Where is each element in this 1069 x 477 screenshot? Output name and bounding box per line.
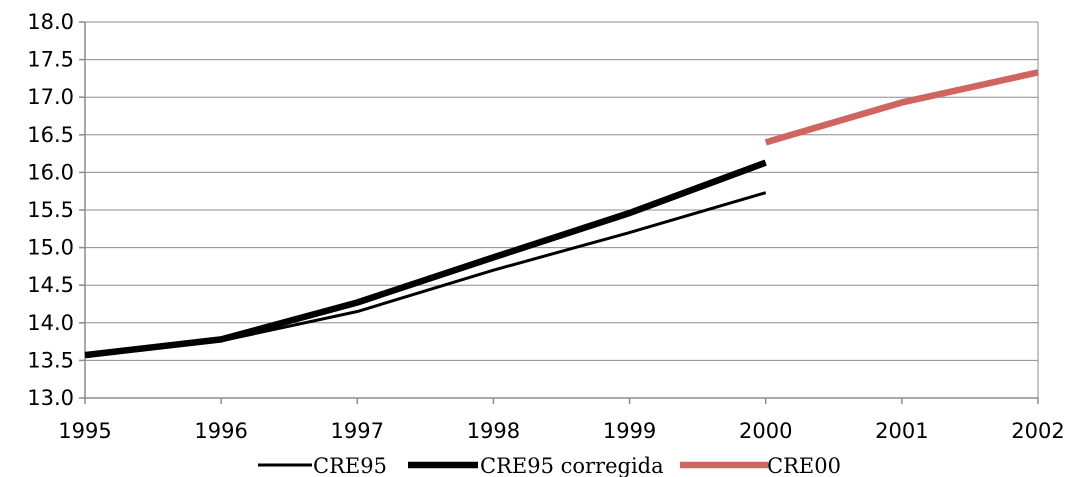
- y-tick-label: 13.5: [27, 348, 74, 372]
- x-tick-label: 1999: [603, 419, 656, 443]
- x-tick-label: 2001: [875, 419, 928, 443]
- series-line-1: [84, 191, 767, 357]
- y-tick-label: 14.5: [27, 273, 74, 297]
- series-line-2: [84, 159, 767, 359]
- y-tick-label: 14.0: [27, 311, 74, 335]
- gridlines: [85, 21, 1039, 398]
- y-tick-label: 17.0: [27, 85, 74, 109]
- y-axis-ticks: 13.0 13.5 14.0 14.5 15.0 15.5 16.0 16.5 17.0 17.5…: [27, 10, 85, 410]
- series-lines: [84, 69, 1039, 359]
- legend: CRE95 CRE95 corregida CRE00: [258, 454, 841, 477]
- y-tick-label: 17.5: [27, 48, 74, 72]
- y-tick-label: 16.5: [27, 123, 74, 147]
- x-axis-ticks: 1995 1996 1997 1998 1999 2000 2001 2002: [58, 398, 1065, 443]
- series-line-3: [764, 69, 1039, 146]
- y-tick-label: 18.0: [27, 10, 74, 34]
- x-tick-label: 2000: [739, 419, 792, 443]
- x-tick-label: 1997: [331, 419, 384, 443]
- legend-label-1: CRE95: [313, 454, 387, 477]
- legend-label-3: CRE00: [767, 454, 841, 477]
- y-tick-label: 13.0: [27, 386, 74, 410]
- x-tick-label: 2002: [1011, 419, 1064, 443]
- x-tick-label: 1998: [467, 419, 520, 443]
- legend-label-2: CRE95 corregida: [480, 454, 664, 477]
- y-tick-label: 16.0: [27, 160, 74, 184]
- y-tick-label: 15.0: [27, 236, 74, 260]
- x-tick-label: 1995: [58, 419, 111, 443]
- y-tick-label: 15.5: [27, 198, 74, 222]
- x-tick-label: 1996: [194, 419, 247, 443]
